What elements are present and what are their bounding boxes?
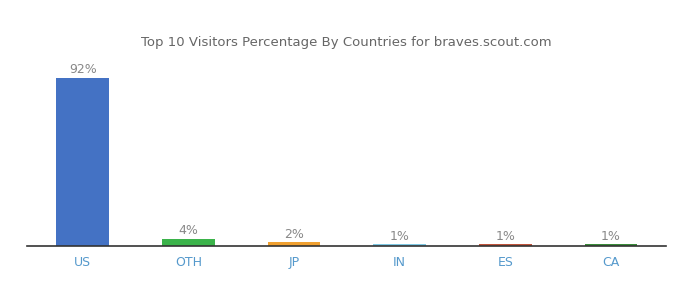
Text: 2%: 2% <box>284 228 304 241</box>
Bar <box>373 244 426 246</box>
Title: Top 10 Visitors Percentage By Countries for braves.scout.com: Top 10 Visitors Percentage By Countries … <box>141 36 552 49</box>
Text: 92%: 92% <box>69 63 97 76</box>
Text: 1%: 1% <box>495 230 515 243</box>
Bar <box>162 239 215 246</box>
Text: 1%: 1% <box>390 230 409 243</box>
Text: 4%: 4% <box>178 224 199 237</box>
Bar <box>267 242 320 246</box>
Bar <box>479 244 532 246</box>
Text: 1%: 1% <box>601 230 621 243</box>
Bar <box>585 244 637 246</box>
Bar <box>56 78 109 246</box>
